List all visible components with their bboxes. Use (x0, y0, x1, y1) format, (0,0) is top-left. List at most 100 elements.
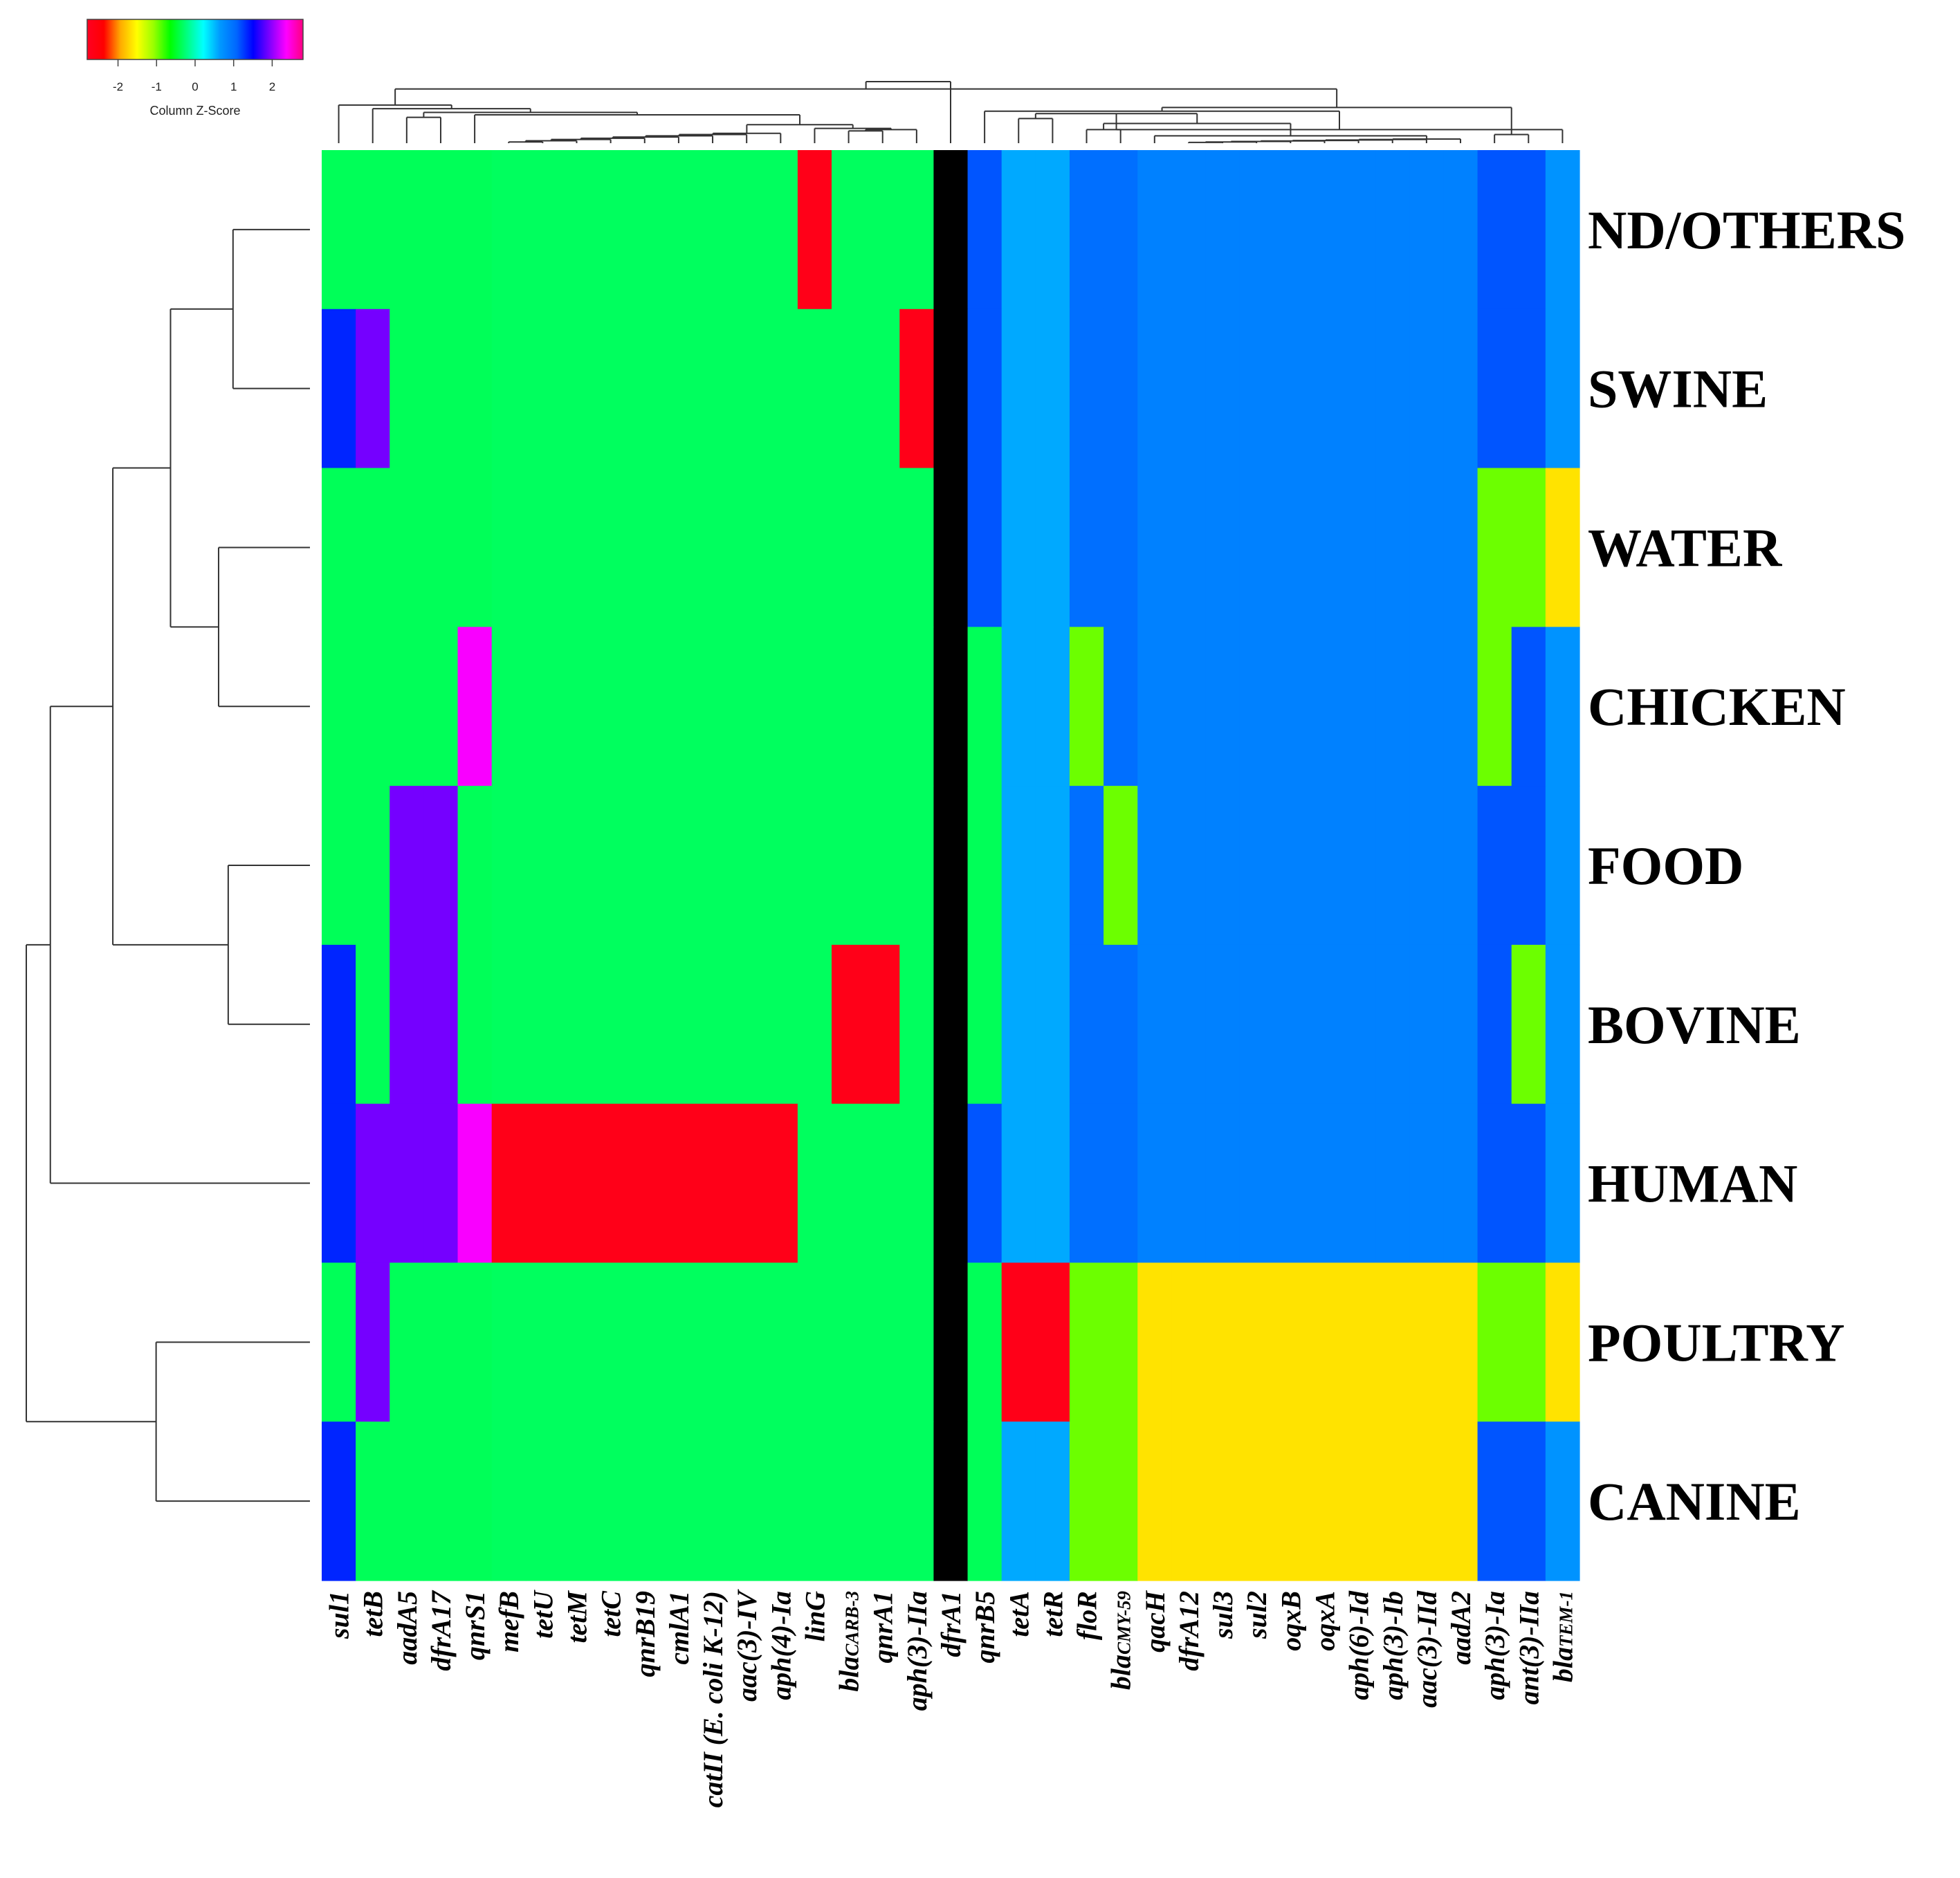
heatmap-cell (865, 150, 900, 310)
column-label: aac(3)-IV (731, 1589, 762, 1702)
heatmap-cell (1103, 1262, 1138, 1422)
heatmap-cell (729, 150, 764, 310)
heatmap-cell (1477, 309, 1512, 469)
column-label: qnrS1 (459, 1591, 491, 1660)
heatmap-cell (933, 1421, 969, 1581)
column-label-main: oqxA (1309, 1591, 1340, 1651)
heatmap-cell (695, 150, 731, 310)
heatmap-cell (390, 944, 425, 1105)
heatmap-cell (1171, 944, 1207, 1105)
heatmap-cell (457, 309, 493, 469)
heatmap-cell (865, 468, 900, 627)
heatmap-cell (322, 944, 356, 1105)
heatmap-cell (1001, 1421, 1036, 1581)
heatmap-cell (1443, 944, 1478, 1105)
heatmap-cell (491, 627, 526, 786)
heatmap-cell (1409, 1421, 1445, 1581)
heatmap-cell (594, 309, 628, 469)
heatmap-cell (729, 786, 764, 946)
heatmap-cell (1035, 150, 1070, 310)
column-label: cmlA1 (663, 1591, 695, 1665)
heatmap-cell (1103, 1103, 1138, 1264)
heatmap-cell (356, 1103, 390, 1264)
heatmap-cell (1239, 150, 1274, 310)
heatmap-cell (1375, 786, 1410, 946)
heatmap-cell (797, 1262, 832, 1422)
heatmap-cell (1205, 627, 1240, 786)
heatmap-cell (1239, 944, 1274, 1105)
column-label: mefB (493, 1591, 524, 1653)
heatmap-cell (1239, 309, 1274, 469)
heatmap-cell (491, 944, 526, 1105)
column-label: dfrA12 (1173, 1591, 1205, 1671)
column-label-main: tetR (1037, 1591, 1068, 1637)
heatmap-cell (1137, 627, 1172, 786)
heatmap-cell (1273, 627, 1308, 786)
heatmap-cell (457, 627, 493, 786)
heatmap-cell (1477, 786, 1512, 946)
heatmap-cell (1545, 1421, 1580, 1581)
heatmap-cell (1511, 309, 1546, 469)
heatmap-cell (832, 150, 866, 310)
heatmap-cell (1375, 1103, 1410, 1264)
column-label-main: oqxB (1275, 1591, 1306, 1651)
heatmap-cell (525, 150, 560, 310)
heatmap-cell (763, 309, 798, 469)
heatmap-cell (1545, 468, 1580, 627)
heatmap-cell (1001, 1103, 1036, 1264)
heatmap-cell (525, 309, 560, 469)
heatmap-cell (390, 150, 425, 310)
heatmap-cell (1069, 786, 1104, 946)
column-label-main: catII (E. coli K-12) (697, 1591, 729, 1807)
column-label: aph(4)-Ia (765, 1591, 796, 1700)
heatmap-cell (1545, 1262, 1580, 1422)
heatmap-cell (933, 944, 969, 1105)
heatmap-cell (1273, 150, 1308, 310)
heatmap-cell (1477, 1262, 1512, 1422)
heatmap-cell (695, 309, 731, 469)
column-label: aph(6)-Id (1344, 1590, 1375, 1700)
column-label-main: bla (1106, 1655, 1137, 1690)
heatmap-cell (1307, 150, 1342, 310)
heatmap-cell (1137, 786, 1172, 946)
heatmap-cell (390, 786, 425, 946)
heatmap-cell (457, 786, 493, 946)
heatmap-cell (729, 309, 764, 469)
column-label: tetR (1037, 1591, 1068, 1637)
heatmap-cell (1511, 1103, 1546, 1264)
heatmap-cell (899, 627, 935, 786)
heatmap-cell (1477, 1103, 1512, 1264)
column-label: qnrA1 (868, 1591, 899, 1664)
column-label-main: sul1 (324, 1591, 355, 1639)
heatmap-cell (559, 1103, 594, 1264)
heatmap-cell (457, 468, 493, 627)
heatmap-cell (1273, 1421, 1308, 1581)
heatmap-cell (729, 1421, 764, 1581)
heatmap-cell (1001, 1262, 1036, 1422)
heatmap-cell (1375, 468, 1410, 627)
column-label-main: mefB (493, 1591, 524, 1653)
column-label: oqxB (1275, 1591, 1306, 1651)
heatmap-cell (1205, 1103, 1240, 1264)
heatmap-cell (1545, 150, 1580, 310)
heatmap-cell (1171, 786, 1207, 946)
column-label-main: qnrB19 (630, 1591, 661, 1677)
legend-tick-label: -2 (113, 80, 123, 93)
heatmap-cell (423, 944, 459, 1105)
heatmap-cell (525, 1103, 560, 1264)
heatmap-cell (1137, 1103, 1172, 1264)
heatmap-cell (1137, 150, 1172, 310)
heatmap-cell (661, 1103, 697, 1264)
heatmap-cell (1239, 786, 1274, 946)
column-labels: sul1 tetB aadA5 dfrA17 qnrS1 mefB tetU tetM tetC… (324, 1589, 1579, 1808)
heatmap-cell (1409, 1262, 1445, 1422)
heatmap-cell (322, 468, 356, 627)
column-label: floR (1072, 1591, 1103, 1640)
heatmap-cell (628, 944, 662, 1105)
column-label-main: bla (834, 1657, 865, 1692)
heatmap-cell (832, 627, 866, 786)
heatmap-cell (1409, 1103, 1445, 1264)
heatmap-cell (1375, 1421, 1410, 1581)
column-label-main: tetB (358, 1591, 389, 1637)
column-label-main: bla (1547, 1647, 1578, 1682)
